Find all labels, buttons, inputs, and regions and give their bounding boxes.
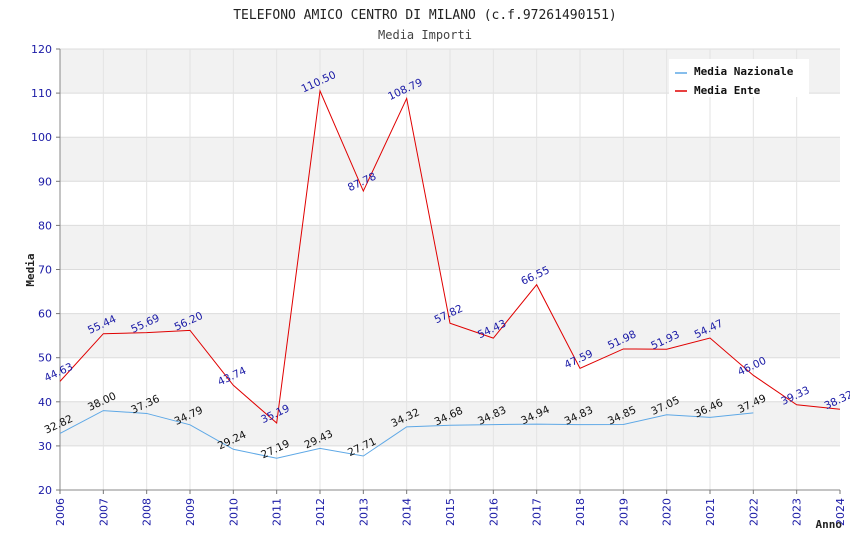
x-tick-label: 2006 [54, 498, 67, 526]
series-line-media-nazionale [59, 410, 754, 459]
y-axis-label: Media [24, 253, 37, 286]
y-tick-label: 90 [38, 175, 52, 188]
x-tick-label: 2015 [444, 498, 457, 526]
x-tick-label: 2014 [401, 498, 414, 526]
y-tick-label: 100 [31, 131, 52, 144]
y-tick-label: 120 [31, 43, 52, 56]
chart-title: TELEFONO AMICO CENTRO DI MILANO (c.f.972… [233, 8, 617, 23]
x-axis-label: Anno [816, 518, 843, 531]
series-lines [59, 89, 841, 459]
x-tick-label: 2024 [834, 498, 847, 526]
y-tick-label: 30 [38, 440, 52, 453]
x-tick-label: 2022 [747, 498, 760, 526]
y-tick-label: 60 [38, 308, 52, 321]
x-tick-label: 2018 [574, 498, 587, 526]
x-tick-label: 2019 [617, 498, 630, 526]
y-tick-label: 80 [38, 219, 52, 232]
legend-label-media-ente: Media Ente [694, 84, 761, 97]
x-tick-label: 2009 [184, 498, 197, 526]
x-tick-label: 2017 [531, 498, 544, 526]
legend: Media Nazionale Media Ente [669, 59, 809, 97]
x-tick-label: 2023 [791, 498, 804, 526]
y-tick-label: 110 [31, 87, 52, 100]
series-line-media-ente [59, 89, 841, 424]
x-axis-ticks: 2006 2007 2008 2009 2010 2011 2012 2013 2014 2015… [54, 490, 847, 526]
x-tick-label: 2016 [487, 498, 500, 526]
y-axis-ticks: 20 30 40 50 60 70 80 90 100 110 120 [31, 43, 60, 497]
y-tick-label: 20 [38, 484, 52, 497]
y-tick-label: 40 [38, 396, 52, 409]
y-tick-label: 50 [38, 352, 52, 365]
x-tick-label: 2008 [141, 498, 154, 526]
x-tick-label: 2020 [661, 498, 674, 526]
x-tick-label: 2013 [357, 498, 370, 526]
x-tick-label: 2010 [227, 498, 240, 526]
x-tick-label: 2012 [314, 498, 327, 526]
y-tick-label: 70 [38, 264, 52, 277]
x-tick-label: 2007 [97, 498, 110, 526]
legend-box [669, 59, 809, 97]
x-tick-label: 2021 [704, 498, 717, 526]
x-tick-label: 2011 [271, 498, 284, 526]
legend-label-media-nazionale: Media Nazionale [694, 65, 794, 78]
chart-subtitle: Media Importi [378, 28, 472, 42]
gridlines [60, 48, 840, 491]
